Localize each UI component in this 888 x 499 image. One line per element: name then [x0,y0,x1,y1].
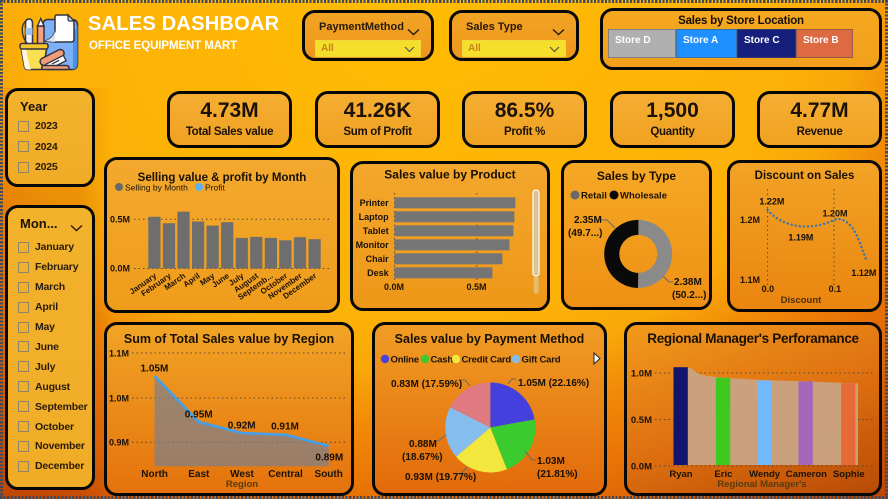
svg-text:1.0M: 1.0M [109,394,129,404]
svg-text:1.1M: 1.1M [109,349,129,359]
svg-text:1.1M: 1.1M [740,275,760,285]
svg-text:0.92M: 0.92M [228,421,256,432]
svg-text:1.2M: 1.2M [740,215,760,225]
svg-text:Selling by Month: Selling by Month [125,183,188,193]
svg-text:Discount on Sales: Discount on Sales [755,170,855,182]
svg-text:2.35M: 2.35M [574,215,602,226]
svg-text:Discount: Discount [781,295,822,306]
svg-text:0.89M: 0.89M [315,453,343,464]
svg-text:Sales value by Product: Sales value by Product [384,168,515,182]
svg-text:West: West [230,469,254,480]
svg-text:2.38M: 2.38M [674,277,702,288]
svg-text:East: East [188,469,210,480]
svg-text:South: South [315,469,343,480]
svg-text:0.1: 0.1 [829,284,842,294]
svg-text:Monitor: Monitor [356,240,389,250]
svg-text:0.83M (17.59%): 0.83M (17.59%) [391,379,462,390]
svg-text:Online: Online [391,354,419,365]
svg-text:Sales value by Payment Method: Sales value by Payment Method [395,332,585,346]
svg-text:Sales by Type: Sales by Type [597,169,676,183]
svg-text:1.05M: 1.05M [141,364,169,375]
svg-text:Region: Region [226,479,258,489]
svg-text:0.5M: 0.5M [631,415,652,426]
svg-text:1.12M: 1.12M [851,268,876,278]
svg-text:Laptop: Laptop [359,212,389,222]
svg-text:Cameron: Cameron [786,469,827,480]
svg-text:Chair: Chair [366,254,390,264]
svg-text:1.19M: 1.19M [788,232,813,242]
svg-text:Wholesale: Wholesale [620,191,667,202]
svg-text:0.95M: 0.95M [185,410,213,421]
svg-text:Printer: Printer [360,198,390,208]
svg-text:Ryan: Ryan [669,469,692,480]
svg-text:(21.81%): (21.81%) [537,469,578,480]
svg-text:North: North [141,469,168,480]
svg-text:Desk: Desk [367,268,390,278]
svg-text:1.0M: 1.0M [631,369,652,380]
svg-text:Gift Card: Gift Card [522,354,561,365]
svg-text:Tablet: Tablet [363,226,389,236]
svg-text:Selling value & profit by Mont: Selling value & profit by Month [138,172,307,184]
svg-text:0.0: 0.0 [762,284,775,294]
svg-text:Sophie: Sophie [833,469,865,480]
svg-text:Wendy: Wendy [749,469,781,480]
svg-text:Retail: Retail [581,191,607,202]
svg-text:0.88M: 0.88M [409,439,437,450]
svg-text:(18.67%): (18.67%) [402,452,443,463]
svg-text:Cash: Cash [431,354,454,365]
svg-text:1.22M: 1.22M [759,197,784,207]
svg-text:Credit Card: Credit Card [462,354,512,365]
svg-text:Eric: Eric [714,469,732,480]
svg-text:1.03M: 1.03M [537,456,565,467]
svg-text:0.93M (19.77%): 0.93M (19.77%) [405,472,476,483]
svg-text:(49.7...): (49.7...) [568,228,602,239]
svg-text:(50.2...): (50.2...) [672,290,706,301]
svg-text:1.05M (22.16%): 1.05M (22.16%) [518,378,589,389]
svg-text:Profit: Profit [205,183,225,193]
svg-text:0.5M: 0.5M [110,215,130,225]
svg-text:Central: Central [268,469,303,480]
svg-text:0.5M: 0.5M [466,282,486,292]
svg-text:0.9M: 0.9M [109,438,129,448]
svg-text:Sum of Total Sales value by Re: Sum of Total Sales value by Region [124,332,334,346]
svg-text:0.0M: 0.0M [631,462,652,473]
svg-text:0.91M: 0.91M [271,422,299,433]
svg-text:Regional Manager's Perforamanc: Regional Manager's Perforamance [647,331,859,346]
svg-text:1.20M: 1.20M [822,208,847,218]
svg-text:0.0M: 0.0M [384,282,404,292]
svg-text:0.0M: 0.0M [110,264,130,274]
svg-text:Regional Manager's: Regional Manager's [717,479,806,489]
